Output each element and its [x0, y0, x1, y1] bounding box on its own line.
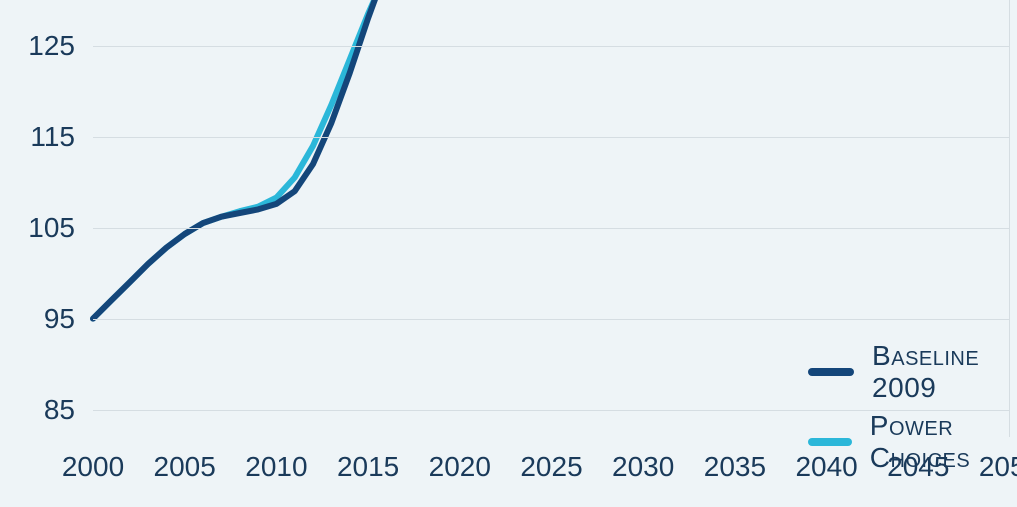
- y-tick-label: 115: [30, 121, 93, 153]
- gridline: [93, 319, 1010, 320]
- plot-area: Baseline 2009Power Choices 8595105115125…: [93, 0, 1010, 437]
- gridline: [93, 228, 1010, 229]
- gridline: [93, 137, 1010, 138]
- x-tick-label: 2020: [429, 437, 491, 483]
- x-tick-label: 2025: [520, 437, 582, 483]
- x-tick-label: 2040: [795, 437, 857, 483]
- x-tick-label: 2005: [154, 437, 216, 483]
- legend-label: Baseline 2009: [872, 340, 1010, 404]
- x-tick-label: 2015: [337, 437, 399, 483]
- y-tick-label: 85: [44, 394, 93, 426]
- y-tick-label: 125: [28, 30, 93, 62]
- legend-swatch: [808, 368, 854, 376]
- x-tick-label: 2045: [887, 437, 949, 483]
- x-tick-label: 2000: [62, 437, 124, 483]
- gridline: [93, 410, 1010, 411]
- x-tick-label: 2050: [979, 437, 1017, 483]
- x-tick-label: 2030: [612, 437, 674, 483]
- x-tick-label: 2035: [704, 437, 766, 483]
- y-tick-label: 105: [28, 212, 93, 244]
- legend-item-baseline-2009: Baseline 2009: [808, 340, 1010, 404]
- gridline: [93, 46, 1010, 47]
- series-line-baseline-2009: [93, 0, 386, 319]
- y-tick-label: 95: [44, 303, 93, 335]
- x-tick-label: 2010: [245, 437, 307, 483]
- chart-container: Baseline 2009Power Choices 8595105115125…: [0, 0, 1017, 507]
